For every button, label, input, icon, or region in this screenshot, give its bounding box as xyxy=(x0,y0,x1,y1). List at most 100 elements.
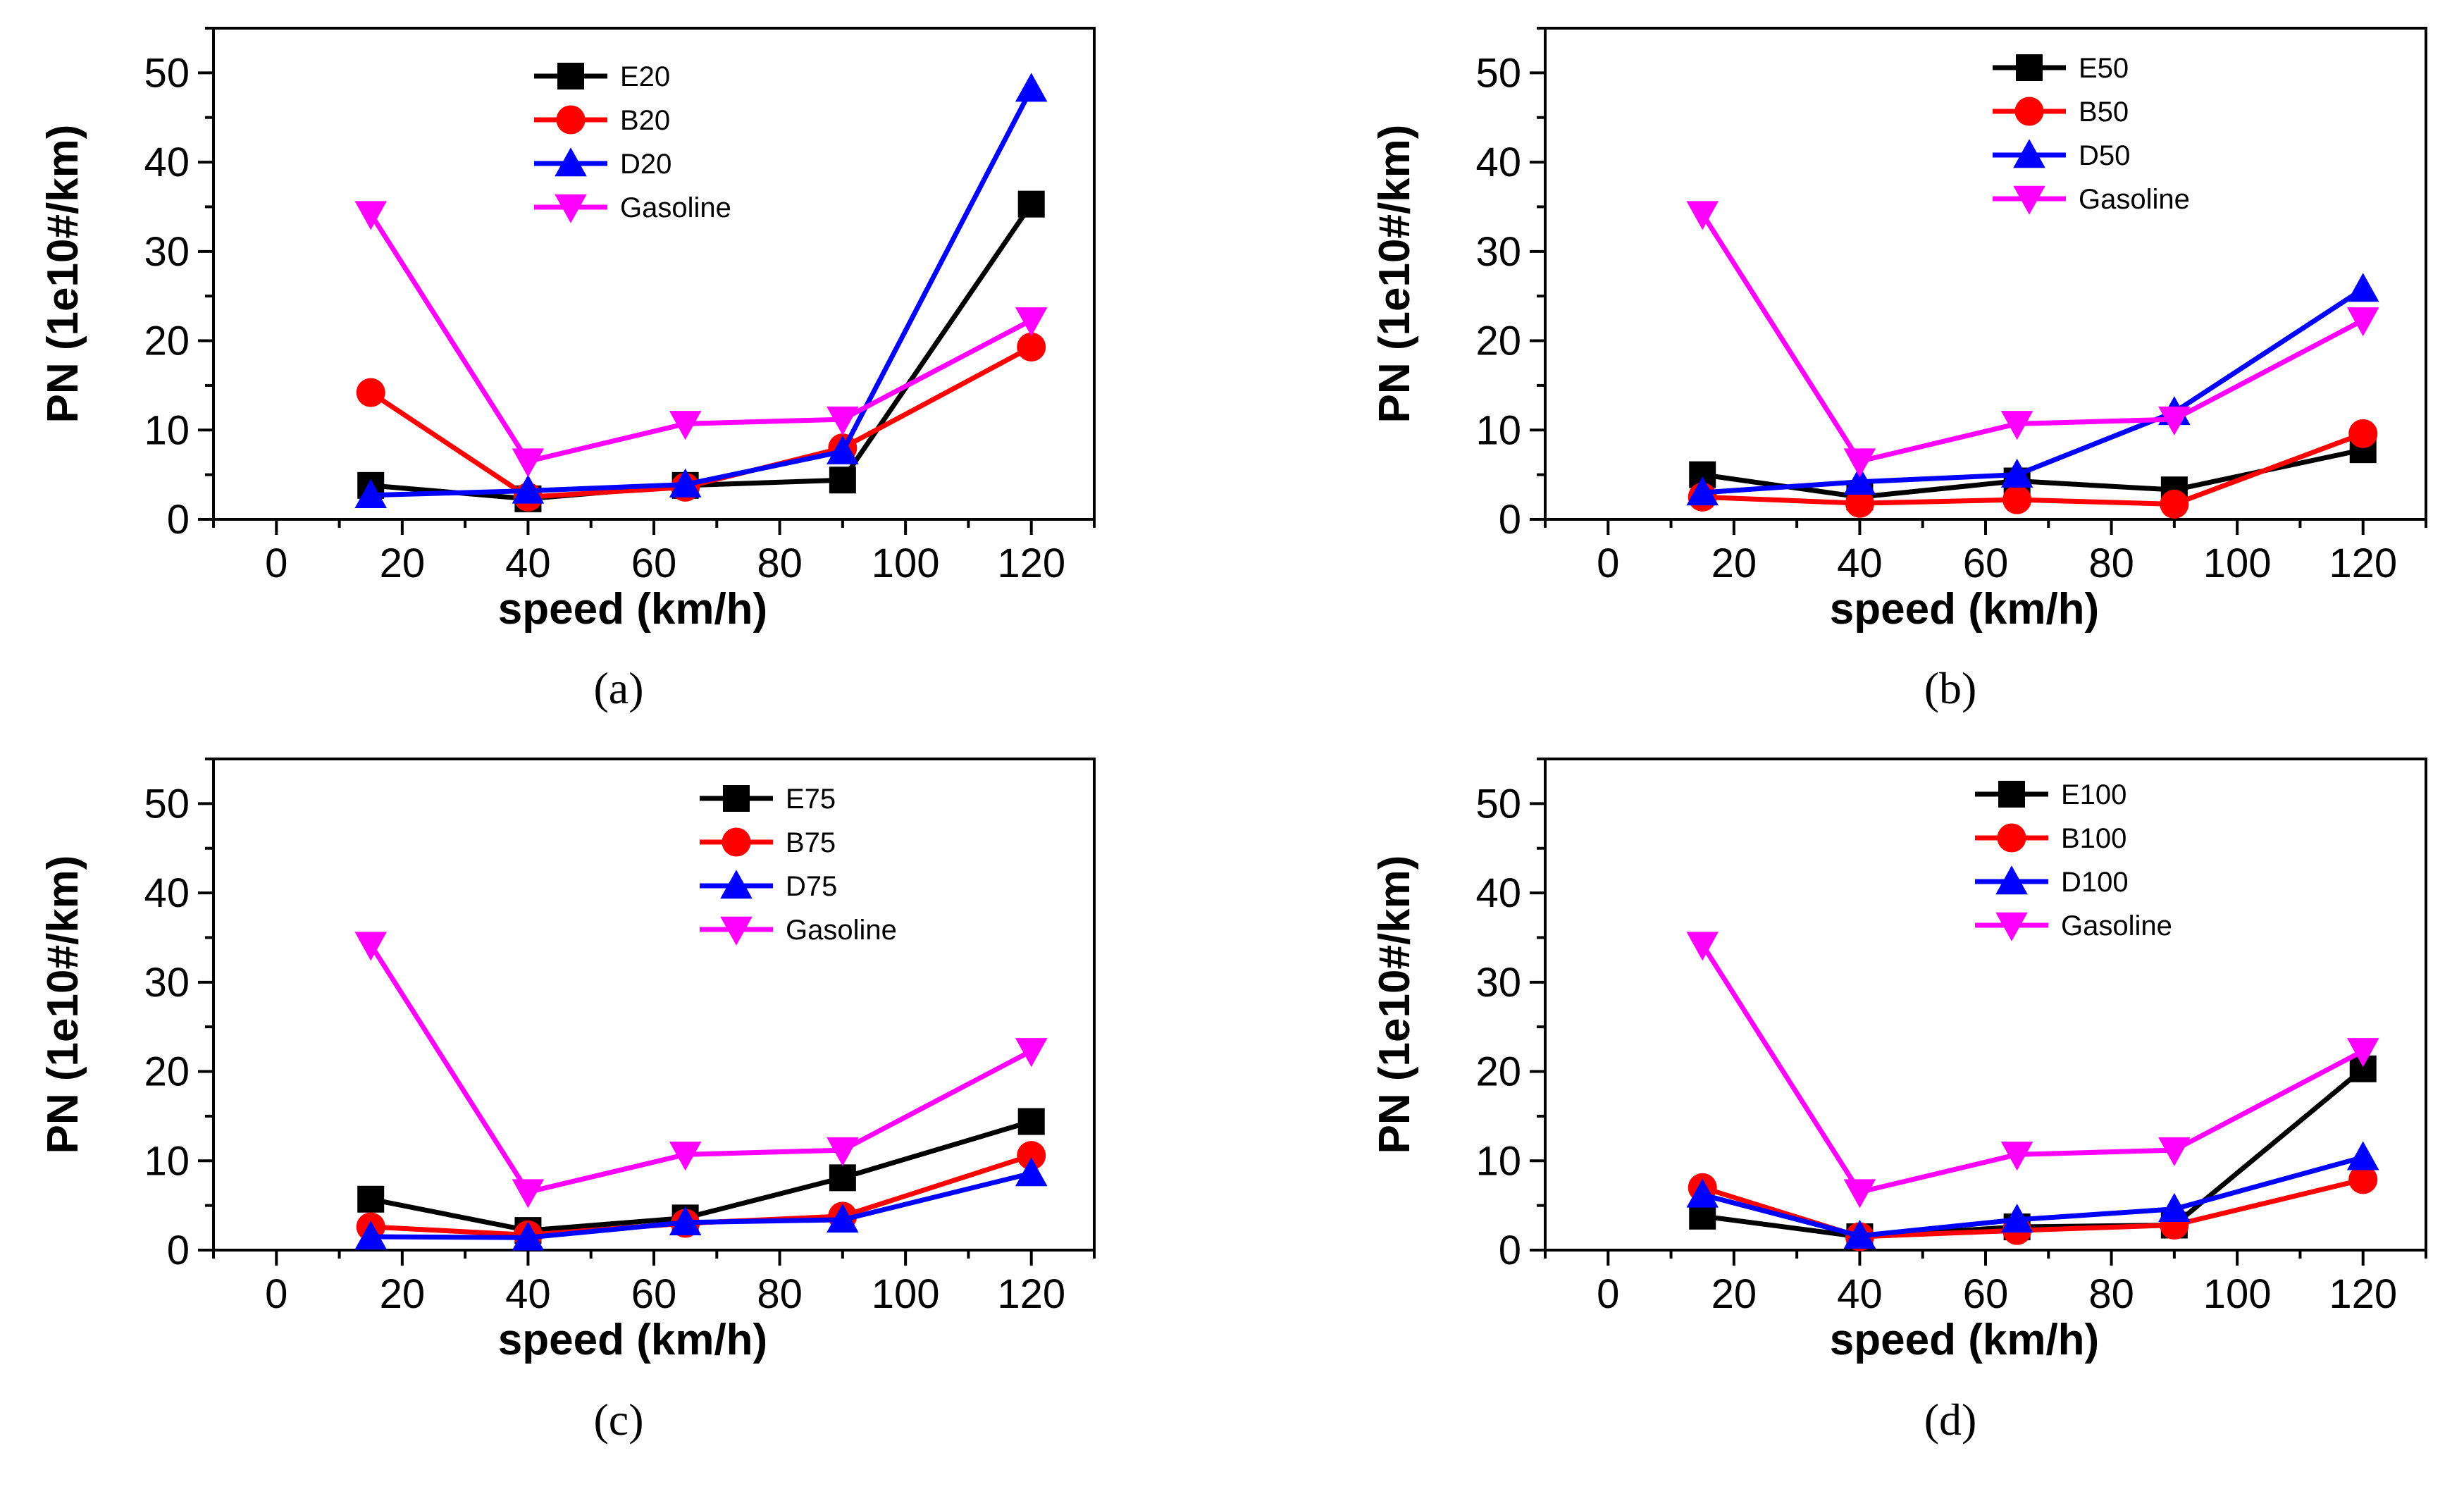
data-point xyxy=(512,448,545,478)
y-axis-title: PN (1e10#/km) xyxy=(39,855,87,1154)
legend-label: E75 xyxy=(786,784,836,815)
x-tick-label: 120 xyxy=(2329,1271,2397,1317)
series-line xyxy=(370,202,1034,502)
legend-marker xyxy=(555,194,587,223)
data-point xyxy=(2348,419,2378,448)
y-tick-label: 10 xyxy=(144,407,190,453)
panel-label: (b) xyxy=(1924,663,1977,713)
x-tick-label: 20 xyxy=(1711,1271,1757,1317)
series-line xyxy=(1700,212,2365,464)
data-point xyxy=(669,468,702,498)
data-point xyxy=(1686,932,1719,961)
y-tick-label: 20 xyxy=(1475,1049,1521,1095)
legend-item: Gasoline xyxy=(700,915,897,946)
x-tick-label: 0 xyxy=(265,540,287,586)
y-tick-label: 20 xyxy=(144,319,190,364)
data-point xyxy=(2000,458,2033,488)
x-tick-label: 40 xyxy=(1837,540,1883,586)
legend-item: D20 xyxy=(534,147,671,180)
x-tick-label: 20 xyxy=(380,540,426,586)
series-gasoline xyxy=(1686,201,2379,478)
legend-item: Gasoline xyxy=(1993,184,2190,215)
data-point xyxy=(1017,332,1046,362)
legend-item: D100 xyxy=(1975,865,2129,898)
y-tick-label: 50 xyxy=(1475,781,1521,827)
series-d75 xyxy=(354,1157,1048,1251)
data-point xyxy=(2000,411,2033,440)
data-point xyxy=(354,201,388,230)
legend-marker xyxy=(1995,865,2028,895)
legend-marker xyxy=(1998,781,2025,808)
panel-d: 0 20 40 60 80 100 120 0 10 20 30 40 50 speed (km/h) PN… xyxy=(1370,758,2427,1445)
legend-item: B100 xyxy=(1975,823,2126,854)
x-tick-label: 60 xyxy=(1963,540,2009,586)
x-tick-label: 60 xyxy=(631,1271,677,1317)
series-b100 xyxy=(1688,1165,2378,1252)
y-tick-label: 0 xyxy=(167,1228,190,1273)
data-point xyxy=(1686,201,1719,230)
legend-label: E50 xyxy=(2079,53,2129,84)
data-point xyxy=(1686,1178,1719,1208)
legend-label: Gasoline xyxy=(786,915,897,946)
series-d100 xyxy=(1686,1141,2379,1249)
legend: E20 B20 D20 Gasoline xyxy=(534,61,731,223)
legend-marker xyxy=(1997,823,2026,853)
series-line xyxy=(370,1119,1032,1233)
data-point xyxy=(2158,406,2191,435)
data-point xyxy=(354,932,388,961)
x-tick-label: 100 xyxy=(872,540,940,586)
x-tick-label: 120 xyxy=(997,540,1065,586)
data-point xyxy=(512,1221,545,1251)
legend-item: E100 xyxy=(1975,779,2126,810)
legend-label: Gasoline xyxy=(2061,910,2172,941)
y-tick-label: 10 xyxy=(1475,407,1521,453)
series-line xyxy=(1702,287,2365,495)
x-tick-label: 60 xyxy=(1963,1271,2009,1317)
data-point xyxy=(827,1204,859,1233)
legend-marker xyxy=(2013,139,2045,168)
legend-label: B75 xyxy=(786,827,836,858)
data-point xyxy=(1015,1157,1048,1187)
x-axis-title: speed (km/h) xyxy=(1830,1316,2099,1364)
legend-label: D75 xyxy=(786,871,837,902)
legend: E50 B50 D50 Gasoline xyxy=(1993,53,2190,215)
legend-label: B100 xyxy=(2061,823,2126,854)
x-tick-label: 80 xyxy=(2088,1271,2134,1317)
legend-item: B50 xyxy=(1993,97,2129,128)
x-tick-label: 100 xyxy=(872,1271,940,1317)
legend-label: D100 xyxy=(2061,867,2129,898)
panel-a: 0 20 40 60 80 100 120 0 10 20 30 40 50 speed (km/h) PN… xyxy=(39,27,1096,713)
data-point xyxy=(1017,1108,1045,1135)
legend-marker xyxy=(723,785,750,812)
legend-marker xyxy=(555,147,587,177)
y-tick-label: 10 xyxy=(1475,1138,1521,1184)
x-tick-label: 120 xyxy=(997,1271,1065,1317)
legend-marker xyxy=(720,916,753,946)
data-point xyxy=(1843,1179,1876,1209)
y-tick-label: 30 xyxy=(1475,229,1521,275)
legend-item: Gasoline xyxy=(534,192,731,223)
data-point xyxy=(1843,1219,1876,1249)
legend-item: Gasoline xyxy=(1975,910,2172,941)
y-tick-label: 20 xyxy=(1475,319,1521,364)
data-point xyxy=(2160,489,2189,519)
series-line xyxy=(1702,447,2364,500)
y-tick-label: 50 xyxy=(144,781,190,827)
legend-label: B50 xyxy=(2079,97,2129,128)
data-point xyxy=(669,1206,702,1235)
x-tick-label: 20 xyxy=(1711,540,1757,586)
legend-item: E75 xyxy=(700,784,836,815)
data-point xyxy=(827,406,859,435)
data-point xyxy=(669,1142,702,1171)
legend-marker xyxy=(1995,912,2028,941)
data-point xyxy=(1015,73,1048,102)
legend-marker xyxy=(557,63,584,89)
y-axis-title: PN (1e10#/km) xyxy=(1370,125,1419,424)
x-tick-label: 100 xyxy=(2203,540,2272,586)
plot-frame xyxy=(212,27,1096,521)
data-point xyxy=(829,1164,856,1192)
legend-marker xyxy=(2014,97,2044,126)
x-tick-label: 80 xyxy=(2088,540,2134,586)
data-point xyxy=(2348,1165,2378,1194)
